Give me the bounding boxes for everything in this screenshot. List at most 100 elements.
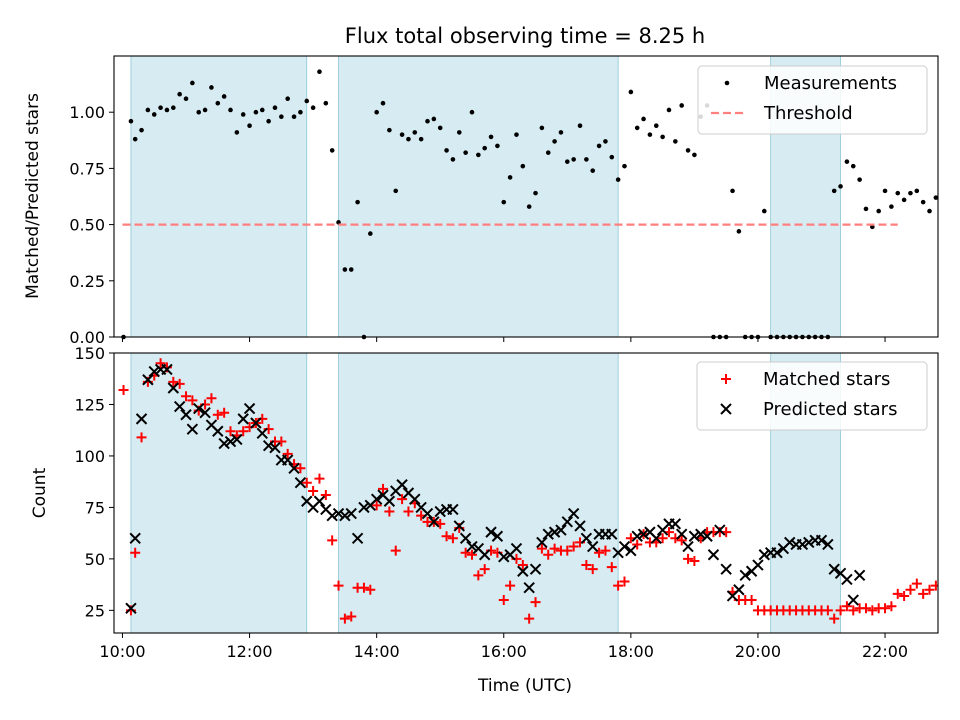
top-point <box>685 148 691 153</box>
bottom-point <box>498 551 510 563</box>
bottom-x-tick-label: 16:00 <box>481 642 527 661</box>
top-point <box>412 130 418 135</box>
bottom-point <box>637 528 650 540</box>
bottom-point <box>125 602 137 615</box>
top-y-tick-label: 0.75 <box>69 159 105 178</box>
bottom-point <box>815 534 828 547</box>
top-point <box>348 267 354 272</box>
top-legend-label: Threshold <box>763 103 853 124</box>
top-point <box>128 118 134 124</box>
top-point <box>596 143 602 149</box>
bottom-point <box>339 613 350 624</box>
bottom-point <box>784 536 796 549</box>
bottom-point <box>237 413 249 425</box>
bottom-point <box>199 406 211 419</box>
bottom-point <box>459 532 472 545</box>
bottom-point <box>130 547 141 558</box>
top-point <box>393 188 399 194</box>
bottom-point <box>219 407 230 418</box>
bottom-legend-box <box>696 361 928 431</box>
bottom-point <box>587 564 598 575</box>
bottom-point <box>587 540 599 553</box>
bottom-point <box>880 603 891 614</box>
bottom-point <box>822 538 834 551</box>
bottom-y-tick-label: 150 <box>74 344 105 363</box>
top-point <box>259 107 265 113</box>
bottom-point <box>860 603 871 614</box>
top-point <box>406 136 411 142</box>
top-legend-swatch <box>724 80 730 86</box>
bottom-point <box>485 526 497 538</box>
top-point <box>240 112 246 117</box>
bottom-point <box>562 545 573 556</box>
top-point <box>215 100 221 106</box>
bottom-point <box>148 365 160 378</box>
bottom-point <box>332 507 345 520</box>
bottom-point <box>746 595 757 606</box>
bottom-point <box>707 549 720 561</box>
bottom-point <box>262 439 275 452</box>
bottom-point <box>828 563 840 575</box>
bottom-point <box>625 544 637 557</box>
top-point <box>679 103 684 108</box>
bottom-point <box>288 462 300 475</box>
top-point <box>889 204 894 209</box>
bottom-point <box>441 531 452 542</box>
top-point <box>933 195 938 200</box>
bottom-point <box>752 559 764 571</box>
top-point <box>565 159 570 164</box>
top-point <box>857 177 862 182</box>
bottom-x-tick-label: 18:00 <box>608 642 654 661</box>
bottom-point <box>256 427 268 440</box>
bottom-point <box>301 477 312 488</box>
top-y-tick-label: 0.50 <box>69 216 105 235</box>
top-point <box>285 96 290 102</box>
top-point <box>876 208 881 214</box>
top-point <box>488 134 494 140</box>
bottom-point <box>542 528 554 540</box>
bottom-point <box>168 376 179 387</box>
bottom-point <box>187 395 198 406</box>
bottom-point <box>212 425 224 437</box>
bottom-point <box>771 546 783 559</box>
bottom-point <box>453 520 465 532</box>
bottom-point <box>308 485 319 496</box>
bottom-point <box>180 409 192 421</box>
top-point <box>317 69 322 75</box>
top-point <box>844 159 850 164</box>
bottom-point <box>358 501 370 514</box>
bottom-point <box>473 570 484 581</box>
bottom-x-tick-label: 12:00 <box>227 642 273 661</box>
bottom-panel: 25 50 75 100 125 150 10:00 12:00 14:00 16:00 18:00… <box>74 344 939 661</box>
bottom-point <box>848 605 859 616</box>
top-point <box>456 130 462 135</box>
top-point <box>850 163 856 169</box>
top-point <box>323 100 329 106</box>
bottom-x-tick-label: 10:00 <box>99 642 145 661</box>
bottom-point <box>739 569 751 582</box>
top-point <box>437 125 443 131</box>
bottom-point <box>250 417 262 429</box>
bottom-point <box>688 530 701 542</box>
bottom-point <box>320 490 331 501</box>
bottom-point <box>397 494 408 505</box>
bottom-point <box>567 507 580 520</box>
bottom-point <box>186 423 199 435</box>
bottom-point <box>536 543 547 554</box>
bottom-legend: Matched stars Predicted stars <box>696 361 928 431</box>
top-point <box>425 118 430 124</box>
top-point <box>164 107 170 113</box>
bottom-point <box>606 562 617 573</box>
top-y-tick-label: 0.25 <box>69 272 105 291</box>
bottom-point <box>161 363 173 376</box>
bottom-point <box>886 601 897 612</box>
bottom-point <box>466 549 477 560</box>
bottom-point <box>924 584 935 595</box>
bottom-point <box>351 532 364 545</box>
bottom-point <box>276 436 287 447</box>
bottom-point <box>657 533 668 544</box>
bottom-point <box>530 597 541 608</box>
top-point <box>571 157 576 162</box>
top-point <box>628 89 634 95</box>
